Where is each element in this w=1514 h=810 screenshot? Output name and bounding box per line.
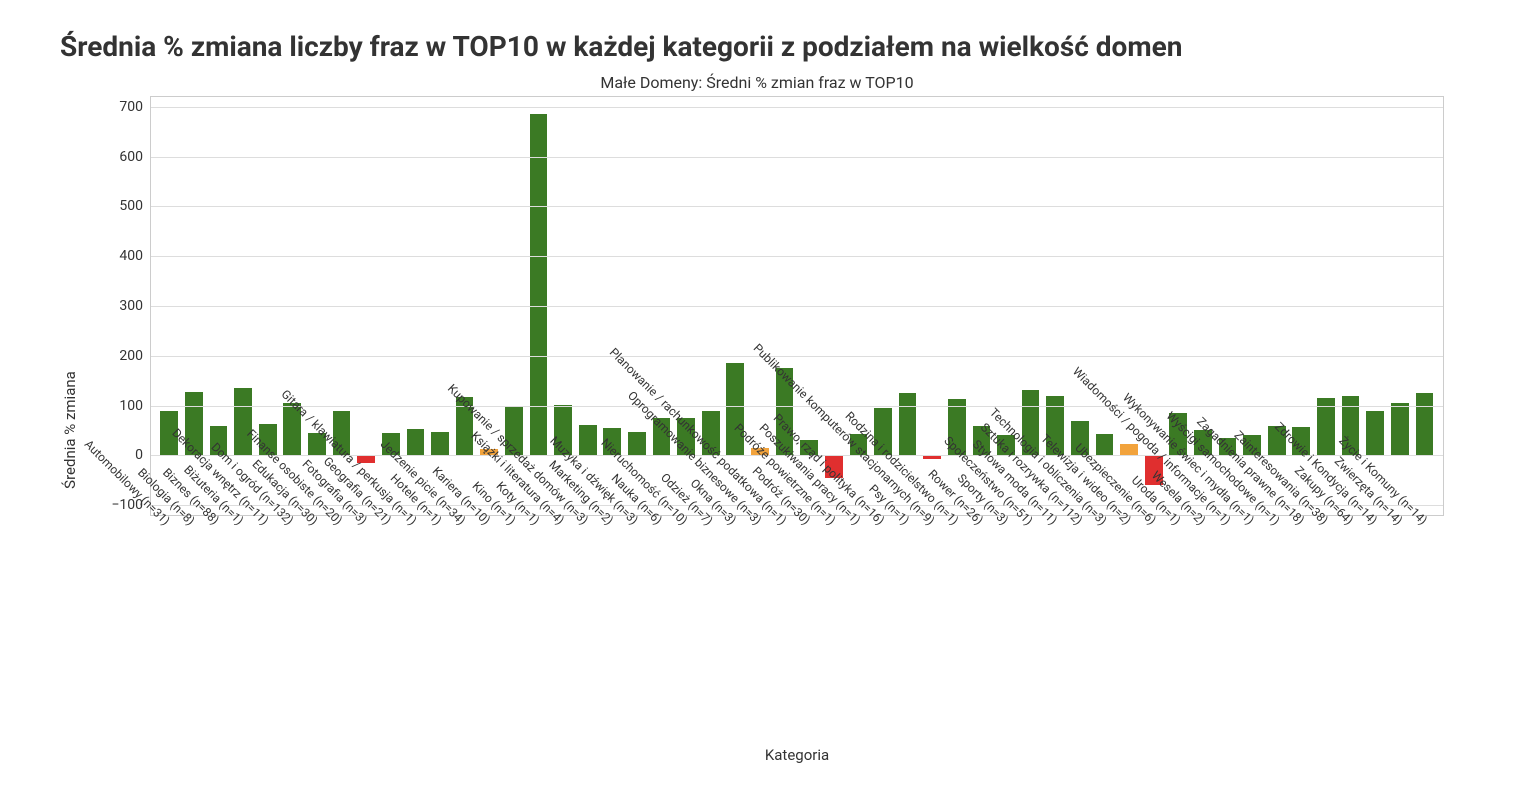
x-tick-slot: Kupowanie / sprzedaż domów (n=3) <box>575 522 600 752</box>
main-title: Średnia % zmiana liczby fraz w TOP10 w k… <box>60 30 1484 63</box>
x-tick-slot: Psy (n=1) <box>896 522 921 752</box>
x-tick-slot: Hotele (n=1) <box>427 522 452 752</box>
grid-line <box>151 306 1443 307</box>
x-tick-slot: Biologia (n=8) <box>181 522 206 752</box>
grid-line <box>151 256 1443 257</box>
x-tick-slot: Biżuteria (n=1) <box>230 522 255 752</box>
x-tick-slot: Książki i literatura (n=4) <box>551 522 576 752</box>
x-tick-slot: Życie i Komuny (n=14) <box>1413 522 1438 752</box>
x-tick-slot: Zagadnienia prawne (n=18) <box>1290 522 1315 752</box>
x-tick-slot: Jedzenie picie (n=34) <box>452 522 477 752</box>
x-tick-slot: Wykonywanie świec i mydła (n=1) <box>1241 522 1266 752</box>
x-tick-slot: Kariera (n=10) <box>477 522 502 752</box>
grid-line <box>151 406 1443 407</box>
x-tick-slot: Sztuka i rozrywka (n=112) <box>1068 522 1093 752</box>
x-tick-slot: Prawo, rząd i polityka (n=16) <box>871 522 896 752</box>
x-tick-slot: Odzież (n=7) <box>698 522 723 752</box>
x-tick-slot: Gitara / klawiatura / perkusja (n=1) <box>403 522 428 752</box>
x-tick-slot: Telewizja i wideo (n=2) <box>1118 522 1143 752</box>
bar <box>579 425 597 455</box>
bar <box>407 429 425 455</box>
x-tick-slot: Planowanie / rachunkowość podatkowa (n=1… <box>772 522 797 752</box>
x-tick-slot: Zainteresowania (n=38) <box>1315 522 1340 752</box>
x-tick-slot: Podróże powietrzne (n=1) <box>822 522 847 752</box>
y-tick-label: 700 <box>119 99 151 115</box>
bar <box>628 432 646 455</box>
y-tick-label: 500 <box>119 198 151 214</box>
page-root: Średnia % zmiana liczby fraz w TOP10 w k… <box>0 0 1514 810</box>
x-tick-slot: Oprogramowanie biznesowe (n=3) <box>748 522 773 752</box>
bar <box>1416 393 1434 455</box>
x-tick-slot: Dekoracja wnętrz (n=11) <box>255 522 280 752</box>
x-tick-slot: Finanse osobiste (n=20) <box>329 522 354 752</box>
x-tick-slot: Zakupy (n=64) <box>1340 522 1365 752</box>
bar <box>1120 444 1138 455</box>
x-tick-slot: Ubezpieczenie (n=6) <box>1142 522 1167 752</box>
grid-line <box>151 356 1443 357</box>
x-tick-slot: Dom i ogród (n=132) <box>279 522 304 752</box>
x-tick-slot: Marketing (n=2) <box>600 522 625 752</box>
y-tick-label: 400 <box>119 248 151 264</box>
y-tick-label: 600 <box>119 149 151 165</box>
x-tick-slot: Koty (n=1) <box>526 522 551 752</box>
bar <box>899 393 917 455</box>
bar <box>1096 434 1114 455</box>
x-tick-slot: Podróż (n=30) <box>797 522 822 752</box>
x-tick-slot: Kino (n=1) <box>501 522 526 752</box>
grid-line <box>151 157 1443 158</box>
x-tick-slot: Wyścigi samochodowe (n=1) <box>1266 522 1291 752</box>
x-tick-slot: Wesela (n=2) <box>1192 522 1217 752</box>
y-tick-label: 100 <box>119 398 151 414</box>
x-tick-slot: Zdrowie i Kondycja (n=14) <box>1364 522 1389 752</box>
x-tick-slot: Okna (n=3) <box>723 522 748 752</box>
bar <box>530 114 548 455</box>
y-axis-label: Średnia % zmiana <box>61 371 79 489</box>
x-tick-slot: Nauka (n=6) <box>649 522 674 752</box>
chart-shell: Średnia % zmiana −1000100200300400500600… <box>150 96 1444 764</box>
x-tick-slot: Edukacja (n=30) <box>304 522 329 752</box>
x-tick-slot: Społeczeństwo (n=51) <box>1019 522 1044 752</box>
grid-line <box>151 107 1443 108</box>
y-tick-label: 200 <box>119 348 151 364</box>
x-tick-slot: Stylowa moda (n=11) <box>1044 522 1069 752</box>
bar <box>234 388 252 455</box>
x-tick-slot: Geografia (n=21) <box>378 522 403 752</box>
x-tick-slot: Rower (n=26) <box>970 522 995 752</box>
x-tick-slot: Zwierzęta (n=14) <box>1389 522 1414 752</box>
bar <box>1366 411 1384 455</box>
x-tick-slot: Technologia i obliczenia (n=3) <box>1093 522 1118 752</box>
x-tick-slot: Biznes (n=88) <box>205 522 230 752</box>
x-tick-slot: Uroda (n=1) <box>1167 522 1192 752</box>
x-tick-slot: Muzyka i dźwięk (n=3) <box>624 522 649 752</box>
grid-line <box>151 206 1443 207</box>
x-tick-slot: Nieruchomość (n=10) <box>674 522 699 752</box>
y-tick-label: 0 <box>135 447 151 463</box>
chart-subtitle: Małe Domeny: Średni % zmian fraz w TOP10 <box>30 73 1484 92</box>
x-tick-slot: Publikowanie komputerów stacjonarnych (n… <box>920 522 945 752</box>
x-tick-slot: Wiadomości / pogoda / informacje (n=1) <box>1216 522 1241 752</box>
bar <box>1317 398 1335 455</box>
x-tick-slot: Rodzina i rodzicielstwo (n=1) <box>945 522 970 752</box>
x-tick-slot: Poszukiwania pracy (n=1) <box>846 522 871 752</box>
x-tick-slot: Fotografia (n=3) <box>353 522 378 752</box>
x-tick-slot: Sporty (n=3) <box>994 522 1019 752</box>
x-tick-labels-row: Automobilowy (n=31)Biologia (n=8)Biznes … <box>150 522 1444 752</box>
x-tick-slot: Automobilowy (n=31) <box>156 522 181 752</box>
y-tick-label: 300 <box>119 298 151 314</box>
bar <box>1391 403 1409 455</box>
bar <box>431 432 449 455</box>
